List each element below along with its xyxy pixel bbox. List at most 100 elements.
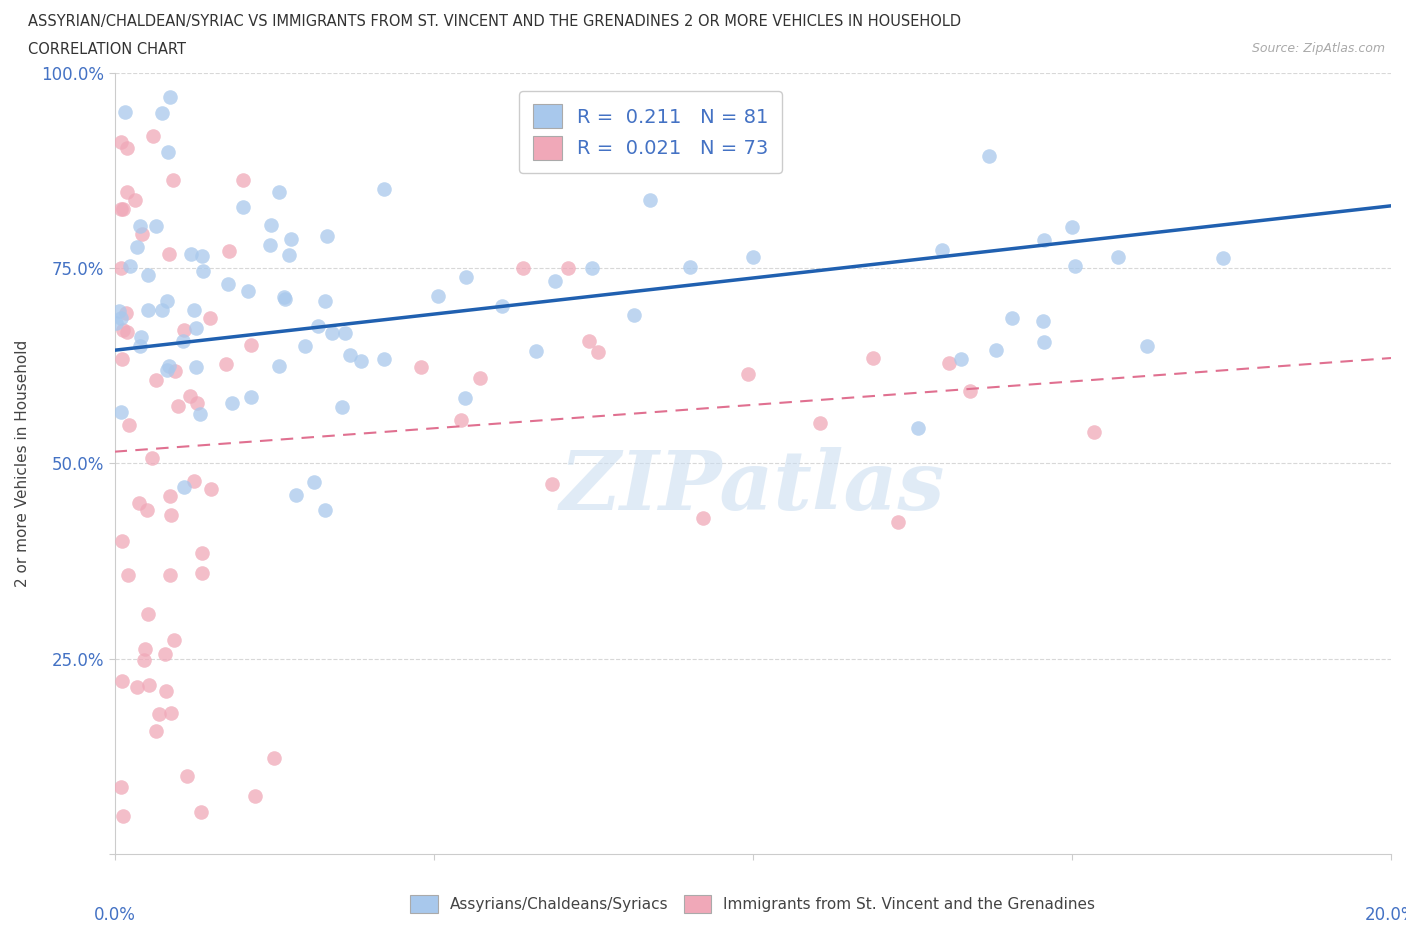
Point bbox=[1033, 232, 1056, 247]
Point bbox=[184, 321, 207, 336]
Point bbox=[183, 474, 205, 489]
Point bbox=[179, 389, 201, 404]
Point bbox=[191, 248, 214, 263]
Point bbox=[409, 360, 432, 375]
Y-axis label: 2 or more Vehicles in Household: 2 or more Vehicles in Household bbox=[15, 339, 30, 587]
Point bbox=[191, 546, 214, 561]
Point bbox=[330, 400, 353, 415]
Point bbox=[373, 352, 395, 366]
Point bbox=[1136, 339, 1159, 353]
Point bbox=[117, 417, 139, 432]
Point bbox=[129, 339, 152, 353]
Point bbox=[131, 227, 153, 242]
Point bbox=[454, 391, 477, 405]
Point bbox=[155, 684, 177, 698]
Point bbox=[112, 808, 135, 823]
Point bbox=[110, 310, 132, 325]
Point bbox=[239, 338, 262, 352]
Point bbox=[159, 89, 181, 104]
Point bbox=[294, 339, 316, 353]
Point bbox=[232, 173, 254, 188]
Text: Source: ZipAtlas.com: Source: ZipAtlas.com bbox=[1251, 42, 1385, 55]
Point bbox=[1032, 335, 1054, 350]
Point bbox=[183, 302, 205, 317]
Point bbox=[165, 363, 187, 378]
Point bbox=[157, 246, 180, 261]
Point bbox=[159, 508, 181, 523]
Point bbox=[159, 705, 181, 720]
Point bbox=[454, 270, 477, 285]
Point bbox=[239, 390, 262, 405]
Point bbox=[307, 319, 329, 334]
Point bbox=[862, 351, 884, 365]
Point bbox=[156, 363, 179, 378]
Point bbox=[959, 383, 981, 398]
Point bbox=[145, 724, 167, 738]
Point bbox=[190, 804, 212, 819]
Point bbox=[541, 476, 564, 491]
Point bbox=[1063, 259, 1085, 273]
Point bbox=[110, 260, 132, 275]
Point bbox=[111, 534, 134, 549]
Point bbox=[274, 291, 297, 306]
Point bbox=[191, 566, 214, 581]
Point bbox=[118, 259, 141, 273]
Text: CORRELATION CHART: CORRELATION CHART bbox=[28, 42, 186, 57]
Point bbox=[131, 329, 153, 344]
Point bbox=[1032, 314, 1054, 329]
Point bbox=[110, 135, 132, 150]
Point bbox=[215, 357, 238, 372]
Point bbox=[524, 344, 547, 359]
Point bbox=[136, 607, 159, 622]
Point bbox=[115, 305, 138, 320]
Point bbox=[142, 128, 165, 143]
Point bbox=[907, 420, 929, 435]
Point bbox=[887, 514, 910, 529]
Point bbox=[315, 229, 337, 244]
Point bbox=[134, 642, 156, 657]
Point bbox=[200, 482, 222, 497]
Text: ASSYRIAN/CHALDEAN/SYRIAC VS IMMIGRANTS FROM ST. VINCENT AND THE GRENADINES 2 OR : ASSYRIAN/CHALDEAN/SYRIAC VS IMMIGRANTS F… bbox=[28, 14, 962, 29]
Point bbox=[111, 202, 134, 217]
Point bbox=[180, 246, 202, 261]
Point bbox=[162, 173, 184, 188]
Point bbox=[163, 632, 186, 647]
Point bbox=[155, 646, 177, 661]
Point bbox=[150, 302, 173, 317]
Point bbox=[260, 218, 283, 232]
Point bbox=[263, 751, 285, 765]
Text: 20.0%: 20.0% bbox=[1365, 907, 1406, 924]
Point bbox=[1001, 310, 1024, 325]
Point bbox=[111, 351, 134, 365]
Point bbox=[124, 193, 146, 207]
Point bbox=[186, 395, 208, 410]
Point bbox=[115, 141, 138, 156]
Point bbox=[269, 358, 291, 373]
Point bbox=[110, 202, 132, 217]
Point bbox=[232, 199, 254, 214]
Point bbox=[117, 568, 139, 583]
Point bbox=[586, 345, 609, 360]
Point bbox=[173, 323, 195, 338]
Point bbox=[302, 475, 325, 490]
Point bbox=[269, 184, 291, 199]
Point bbox=[1083, 425, 1105, 440]
Point bbox=[159, 489, 181, 504]
Point bbox=[136, 502, 159, 517]
Point bbox=[1212, 250, 1234, 265]
Point bbox=[679, 259, 702, 274]
Point bbox=[470, 370, 492, 385]
Point bbox=[221, 395, 243, 410]
Point bbox=[581, 260, 603, 275]
Point bbox=[115, 325, 138, 339]
Point bbox=[742, 249, 765, 264]
Point bbox=[156, 294, 179, 309]
Point bbox=[172, 333, 194, 348]
Legend: Assyrians/Chaldeans/Syriacs, Immigrants from St. Vincent and the Grenadines: Assyrians/Chaldeans/Syriacs, Immigrants … bbox=[402, 887, 1104, 920]
Point bbox=[132, 652, 155, 667]
Point bbox=[285, 487, 308, 502]
Point bbox=[314, 503, 336, 518]
Point bbox=[578, 334, 600, 349]
Point bbox=[333, 326, 356, 340]
Point bbox=[167, 398, 190, 413]
